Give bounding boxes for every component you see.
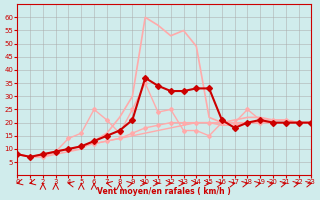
- X-axis label: Vent moyen/en rafales ( km/h ): Vent moyen/en rafales ( km/h ): [98, 187, 231, 196]
